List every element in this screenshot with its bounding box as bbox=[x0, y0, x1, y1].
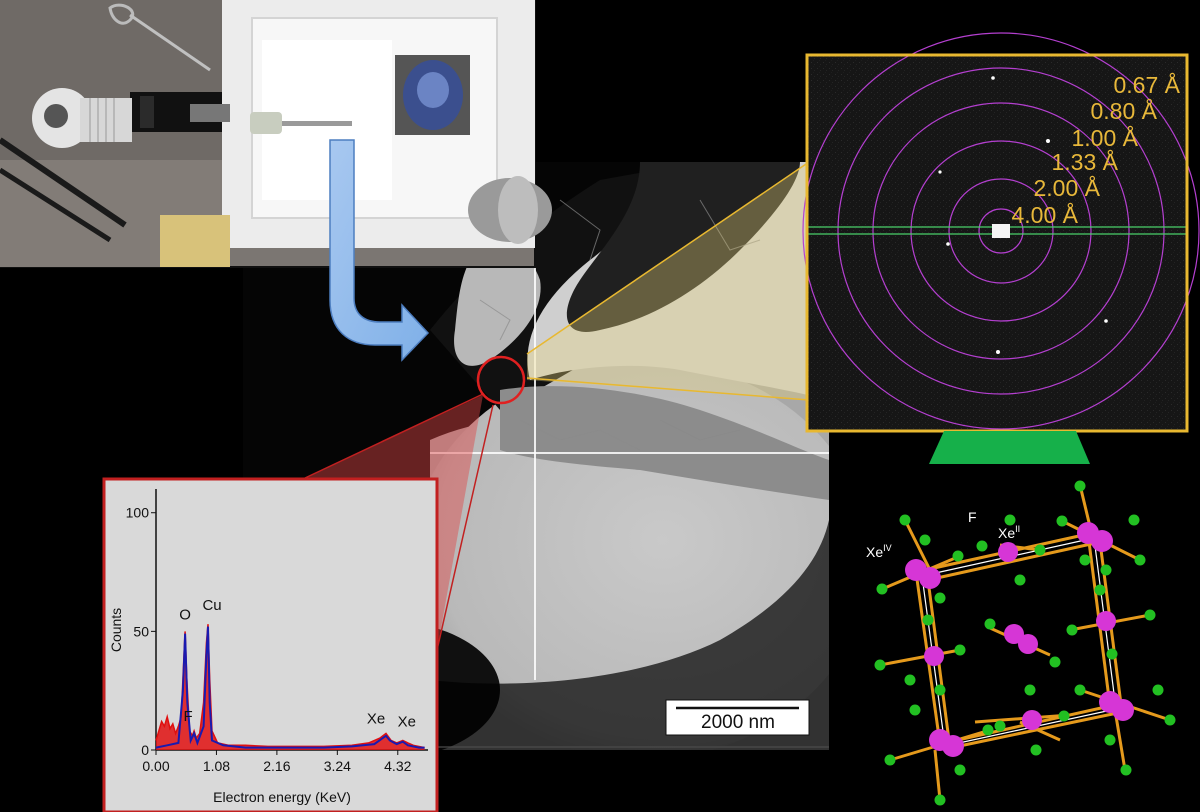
ring-label-4: 2.00 Å bbox=[1034, 174, 1101, 201]
y-tick-label: 100 bbox=[126, 505, 150, 521]
series-line-1 bbox=[155, 626, 425, 749]
y-tick-label: 0 bbox=[141, 742, 149, 758]
y-tick-label: 50 bbox=[133, 623, 149, 639]
green-connector bbox=[929, 431, 1090, 464]
crystal-structure: XeIV F XeII bbox=[866, 480, 1176, 806]
red-line-bottom bbox=[436, 404, 494, 651]
ring-label-0: 0.67 Å bbox=[1114, 71, 1181, 98]
x-axis-label: Electron energy (KeV) bbox=[213, 789, 351, 805]
xe-atoms bbox=[905, 522, 1134, 757]
peak-label: F bbox=[183, 708, 192, 725]
x-tick-label: 4.32 bbox=[384, 758, 411, 774]
peak-label: Xe bbox=[398, 714, 416, 731]
f-atoms bbox=[874, 480, 1176, 806]
arrow-to-tem bbox=[329, 139, 430, 362]
diffraction-rings bbox=[802, 32, 1200, 430]
diffraction-panel: 0.67 Å 0.80 Å 1.00 Å 1.33 Å 2.00 Å 4.00 … bbox=[802, 32, 1200, 433]
scale-bar: 2000 nm bbox=[665, 699, 810, 736]
f-label: F bbox=[968, 509, 977, 525]
ring-label-2: 1.00 Å bbox=[1072, 124, 1139, 151]
ring-label-1: 0.80 Å bbox=[1091, 97, 1158, 124]
cryo-transfer-photo bbox=[0, 0, 552, 268]
y-axis-label: Counts bbox=[108, 608, 124, 652]
x-tick-label: 0.00 bbox=[142, 758, 169, 774]
xe-ii-label: XeII bbox=[998, 524, 1020, 541]
selected-area-circle bbox=[476, 355, 526, 405]
ring-label-3: 1.33 Å bbox=[1052, 148, 1119, 175]
eds-plot-area: 0.00 1.08 2.16 3.24 4.32 0 50 100 O Cu F Xe Xe bbox=[126, 489, 428, 774]
scale-bar-label: 2000 nm bbox=[701, 712, 775, 733]
peak-label: Xe bbox=[367, 710, 385, 727]
zoom-highlight-yellow bbox=[527, 162, 809, 400]
peak-label: O bbox=[179, 606, 191, 623]
zoom-line-top bbox=[526, 161, 810, 355]
xe-iv-label: XeIV bbox=[866, 543, 892, 560]
diffraction-spots bbox=[938, 76, 1108, 354]
peak-label: Cu bbox=[202, 597, 221, 614]
x-tick-label: 3.24 bbox=[324, 758, 351, 774]
red-line-top bbox=[304, 393, 484, 479]
central-beam bbox=[992, 224, 1010, 238]
eds-chart: 0.00 1.08 2.16 3.24 4.32 0 50 100 O Cu F Xe Xe Elect… bbox=[102, 477, 439, 812]
x-tick-label: 1.08 bbox=[203, 758, 230, 774]
x-tick-label: 2.16 bbox=[263, 758, 290, 774]
zoom-line-bottom bbox=[526, 377, 810, 401]
ring-label-5: 4.00 Å bbox=[1012, 201, 1079, 228]
